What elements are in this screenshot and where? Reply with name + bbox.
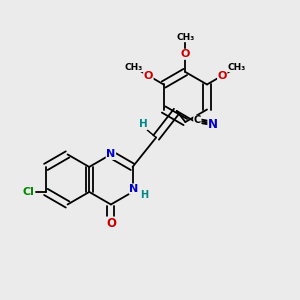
Text: N: N: [129, 184, 139, 194]
Text: N: N: [208, 118, 218, 131]
Text: C: C: [194, 116, 201, 125]
Text: N: N: [106, 149, 116, 159]
Text: H: H: [139, 119, 147, 129]
Text: O: O: [144, 71, 153, 81]
Text: CH₃: CH₃: [228, 63, 246, 72]
Text: O: O: [181, 49, 190, 59]
Text: O: O: [106, 217, 116, 230]
Text: CH₃: CH₃: [176, 33, 194, 42]
Text: O: O: [218, 71, 227, 81]
Text: CH₃: CH₃: [124, 63, 143, 72]
Text: Cl: Cl: [22, 187, 34, 197]
Text: H: H: [140, 190, 148, 200]
